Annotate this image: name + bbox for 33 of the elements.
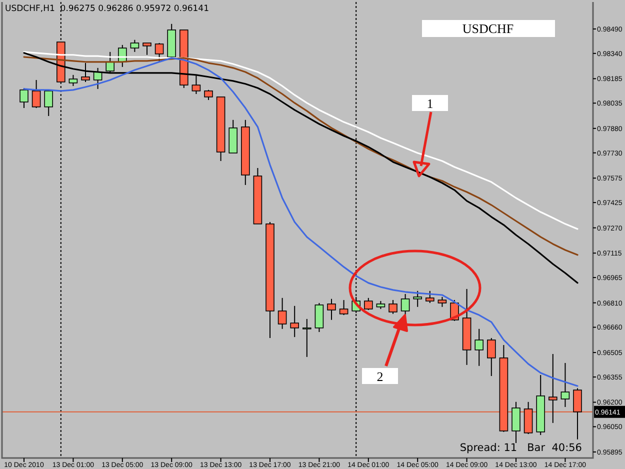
candlestick [68,74,78,87]
candlestick [487,338,496,377]
candlestick [302,318,312,358]
candlestick [314,302,324,332]
candlestick [413,290,422,308]
candlestick [44,90,53,117]
candlestick [130,39,140,52]
candlestick [278,297,287,330]
candlestick [388,300,398,314]
candlestick [154,42,164,62]
candlestick [400,294,410,318]
candlestick [364,297,373,310]
candlestick [192,74,201,95]
candlestick [548,354,558,424]
annotation: 1 [426,96,434,111]
candlestick [142,42,152,56]
candlestick [438,296,447,308]
candlestick [573,388,582,440]
candlestick [327,298,336,320]
candlestick [426,290,434,304]
text: USDCHF [462,21,514,36]
candlestick [339,300,348,316]
candlestick [560,362,570,408]
annotation: 2 [376,369,384,384]
candlestick [290,305,299,338]
candlestick [524,401,533,435]
candlestick [474,328,484,366]
candlestick [81,62,90,82]
chart-subtitle: USDCHF,H1 0.96275 0.96286 0.95972 0.96141 [5,4,209,14]
candlestick [512,401,520,444]
candlestick [204,89,213,101]
annotation: Spread: 11 Bar 40:56 [460,442,582,454]
candlestick [32,79,41,109]
